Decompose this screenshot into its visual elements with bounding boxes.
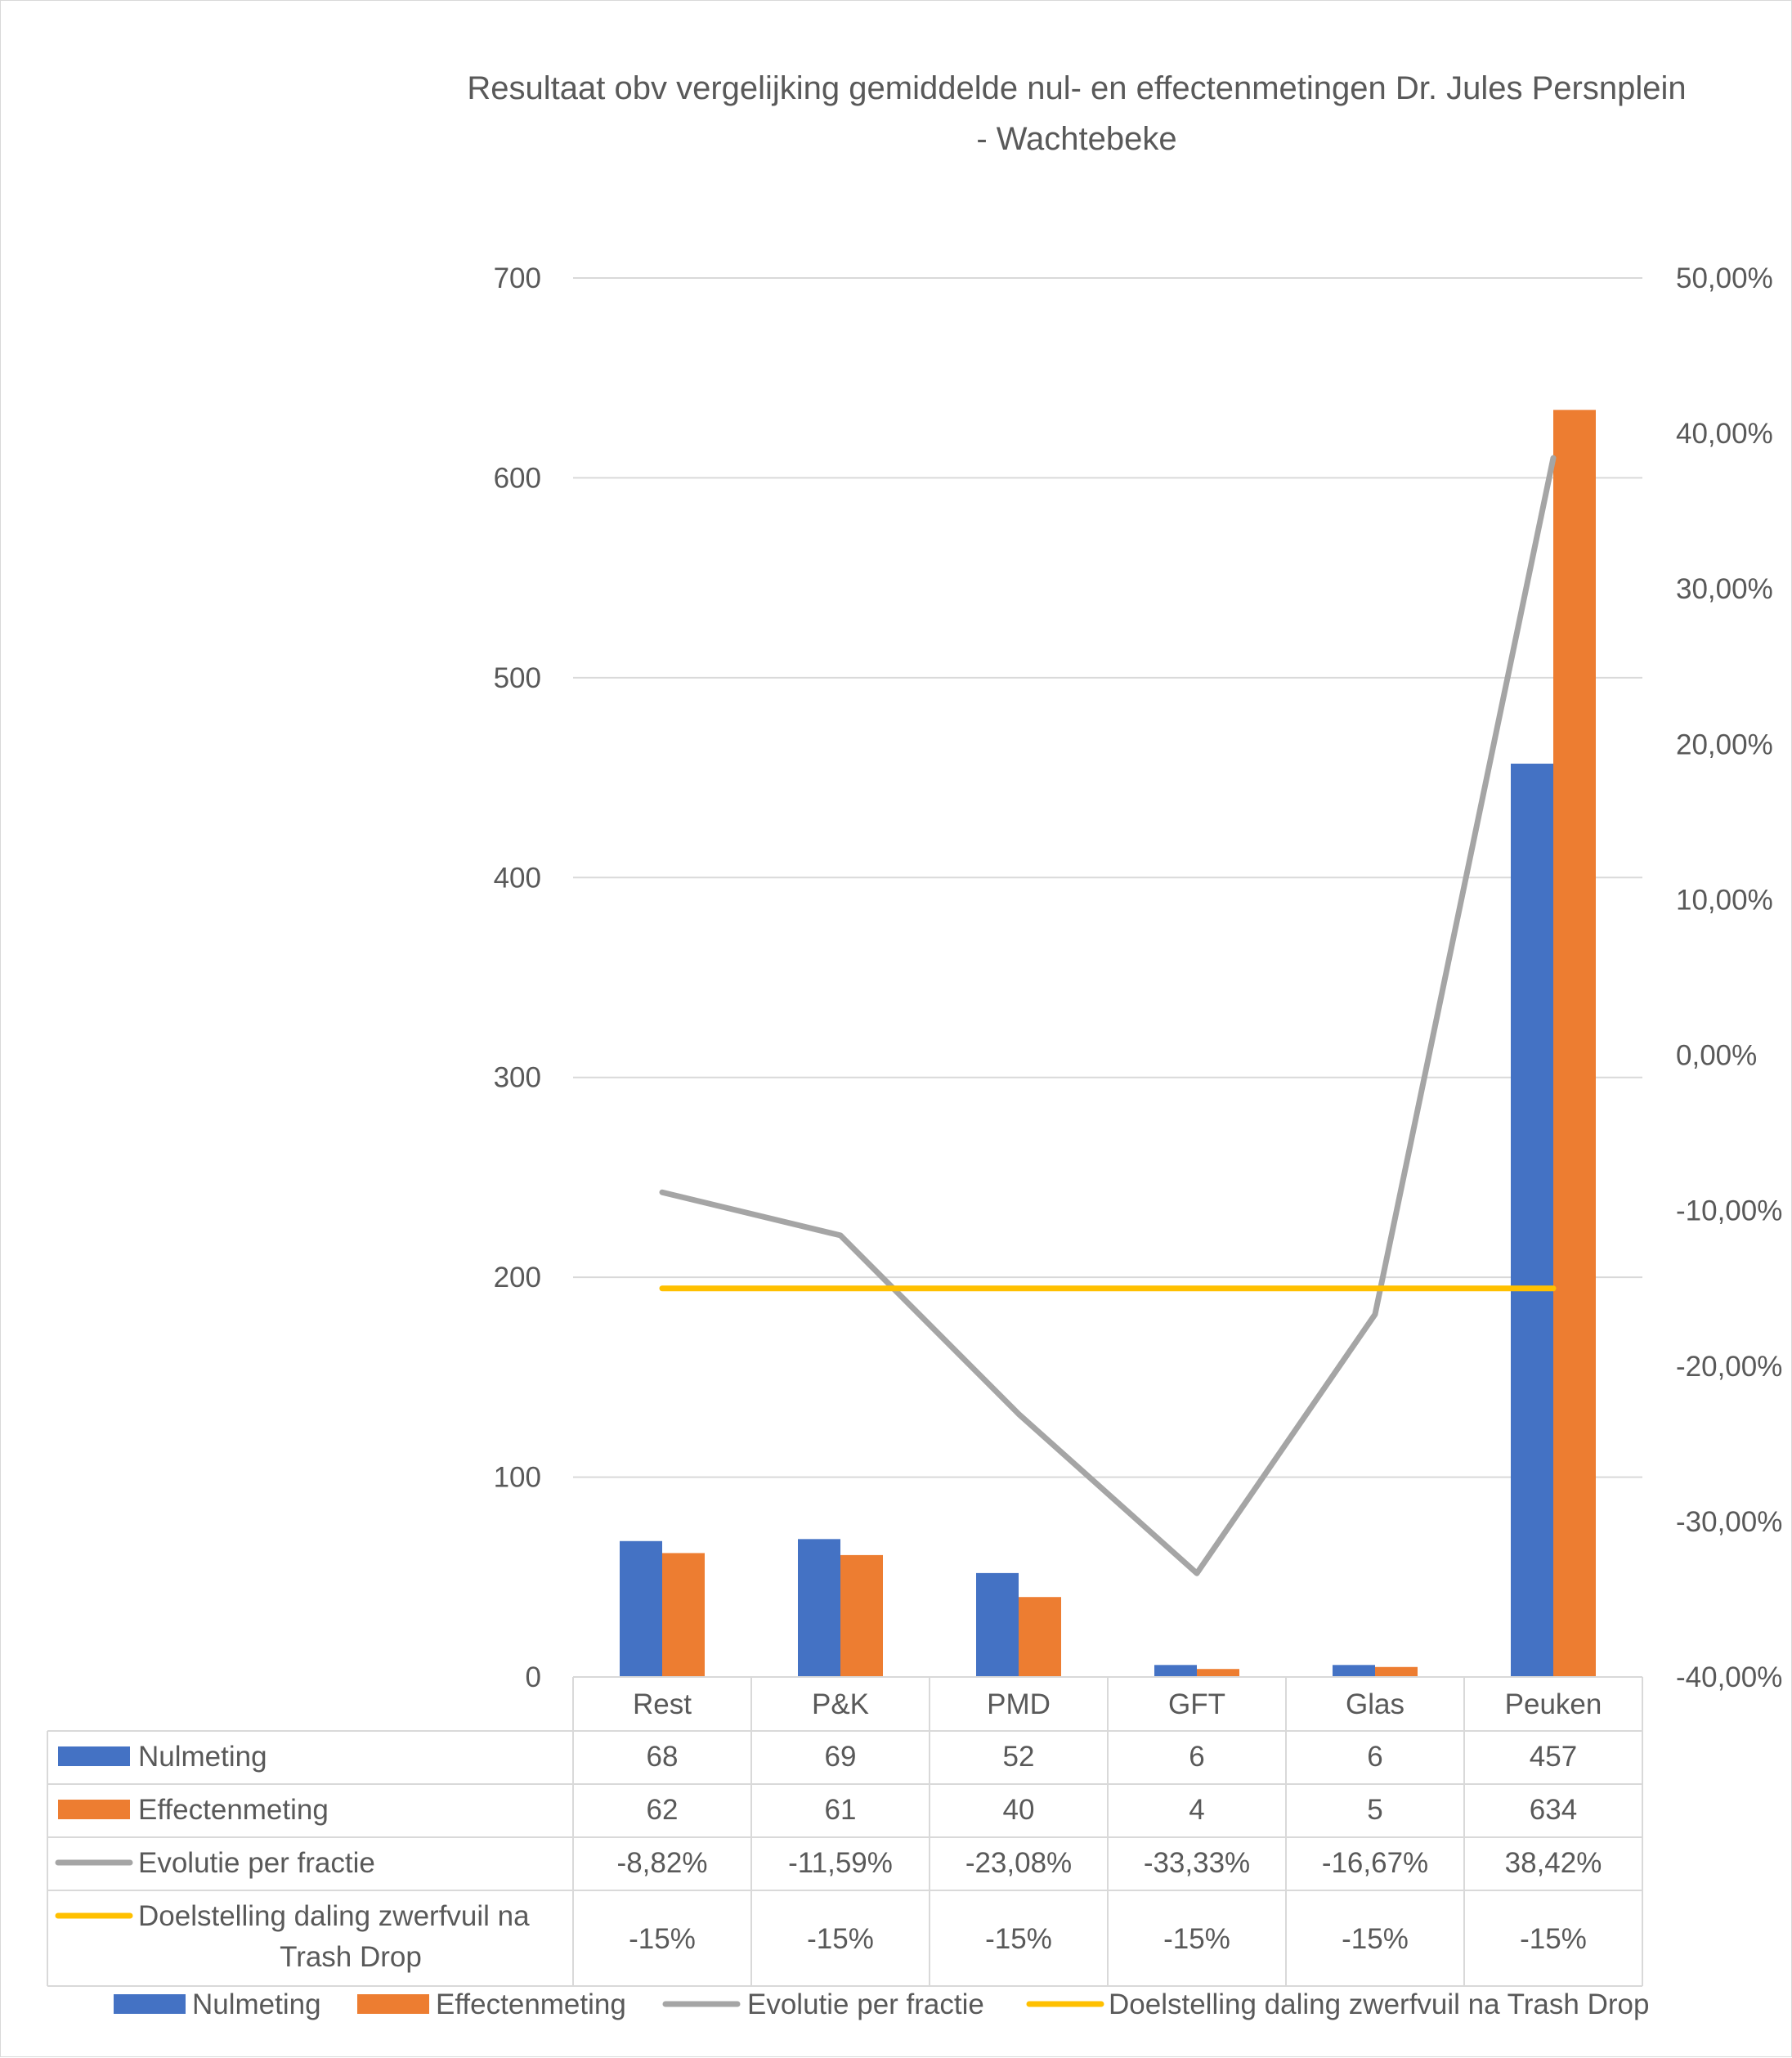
- legend: Nulmeting Effectenmeting Evolutie per frac…: [114, 1989, 1649, 2020]
- bar-effectenmeting-5: [1553, 410, 1596, 1677]
- legend-label: Evolutie per fractie: [747, 1989, 984, 2020]
- table-cell: 4: [1189, 1794, 1204, 1826]
- y-tick-label: 100: [494, 1462, 541, 1494]
- y-axis-ticks: 0 100 200 300 400 500 600 700: [494, 262, 541, 1693]
- bar-effectenmeting-0: [662, 1553, 705, 1677]
- y2-tick-label: 50,00%: [1676, 262, 1773, 294]
- table-cell: 52: [1003, 1741, 1035, 1773]
- y-tick-label: 300: [494, 1062, 541, 1094]
- bar-effectenmeting-1: [840, 1554, 883, 1677]
- bar-effectenmeting-3: [1197, 1669, 1239, 1677]
- category-label: Glas: [1346, 1688, 1404, 1720]
- table-cell: 62: [647, 1794, 679, 1826]
- category-label: P&K: [812, 1688, 869, 1720]
- table-row-name: Effectenmeting: [138, 1794, 329, 1826]
- bar-effectenmeting-4: [1375, 1666, 1418, 1677]
- bar-effectenmeting-2: [1019, 1597, 1061, 1677]
- table-cell: -8,82%: [617, 1847, 708, 1879]
- y2-tick-label: -20,00%: [1676, 1351, 1782, 1383]
- bar-nulmeting-2: [976, 1572, 1019, 1677]
- table-cell: 38,42%: [1505, 1847, 1602, 1879]
- table-cell: 6: [1367, 1741, 1382, 1773]
- table-cell: -15%: [1342, 1923, 1409, 1955]
- category-label: Peuken: [1505, 1688, 1602, 1720]
- y2-tick-label: 20,00%: [1676, 729, 1773, 760]
- y2-tick-label: 0,00%: [1676, 1040, 1757, 1072]
- y-tick-label: 700: [494, 262, 541, 294]
- table-row-name: Nulmeting: [138, 1741, 267, 1773]
- table-cell: 40: [1003, 1794, 1035, 1826]
- bar-nulmeting-3: [1154, 1665, 1197, 1677]
- evolutie-line: [659, 455, 1557, 1576]
- y2-tick-label: 10,00%: [1676, 884, 1773, 916]
- table-cell: -15%: [1163, 1923, 1230, 1955]
- data-table: Rest P&K PMD GFT Glas Peuken Nulmeting 68 69 52 6 6…: [47, 1676, 1643, 1987]
- legend-label: Nulmeting: [192, 1989, 321, 2020]
- table-cell: -11,59%: [788, 1847, 893, 1879]
- y2-tick-label: 30,00%: [1676, 573, 1773, 605]
- table-cell: 457: [1530, 1741, 1577, 1773]
- gridlines: [573, 277, 1642, 1478]
- bar-nulmeting-0: [620, 1540, 662, 1677]
- legend-label: Doelstelling daling zwerfvuil na Trash D…: [1109, 1989, 1649, 2020]
- table-cell: 634: [1530, 1794, 1577, 1826]
- y-tick-label: 400: [494, 862, 541, 894]
- legend-swatch: [114, 1994, 186, 2014]
- table-key-swatch: [58, 1746, 130, 1766]
- bar-nulmeting-5: [1511, 763, 1553, 1677]
- table-cell: -15%: [1520, 1923, 1587, 1955]
- y-tick-label: 0: [526, 1661, 541, 1693]
- table-row-name: Trash Drop: [280, 1941, 422, 1973]
- y-tick-label: 500: [494, 662, 541, 694]
- table-cell: 68: [647, 1741, 679, 1773]
- bar-nulmeting-4: [1333, 1665, 1375, 1677]
- table-cell: -16,67%: [1322, 1847, 1428, 1879]
- legend-label: Effectenmeting: [436, 1989, 626, 2020]
- table-cell: -15%: [807, 1923, 874, 1955]
- legend-swatch: [357, 1994, 429, 2014]
- y2-tick-label: -30,00%: [1676, 1506, 1782, 1538]
- table-key-swatch: [58, 1800, 130, 1819]
- table-row-name: Doelstelling daling zwerfvuil na: [138, 1900, 530, 1932]
- table-cell: -33,33%: [1144, 1847, 1250, 1879]
- y-tick-label: 200: [494, 1262, 541, 1294]
- table-cell: 6: [1189, 1741, 1204, 1773]
- bar-series: [620, 410, 1596, 1677]
- chart-title: Resultaat obv vergelijking gemiddelde nu…: [467, 70, 1686, 106]
- table-cell: 5: [1367, 1794, 1382, 1826]
- category-label: GFT: [1168, 1688, 1225, 1720]
- category-label: Rest: [633, 1688, 692, 1720]
- line-series: [659, 455, 1557, 1576]
- y-tick-label: 600: [494, 462, 541, 494]
- table-cell: -23,08%: [965, 1847, 1072, 1879]
- y2-tick-label: -10,00%: [1676, 1195, 1782, 1227]
- table-row-name: Evolutie per fractie: [138, 1847, 375, 1879]
- table-cell: 69: [825, 1741, 857, 1773]
- table-cell: -15%: [629, 1923, 696, 1955]
- bar-nulmeting-1: [798, 1539, 840, 1677]
- y2-tick-label: 40,00%: [1676, 418, 1773, 450]
- chart-title-line2: - Wachtebeke: [976, 121, 1176, 157]
- table-cell: 61: [825, 1794, 857, 1826]
- y2-tick-label: -40,00%: [1676, 1661, 1782, 1693]
- y2-axis-ticks: -40,00% -30,00% -20,00% -10,00% 0,00% 10,00% 2…: [1676, 262, 1782, 1693]
- table-cell: -15%: [985, 1923, 1052, 1955]
- category-label: PMD: [987, 1688, 1051, 1720]
